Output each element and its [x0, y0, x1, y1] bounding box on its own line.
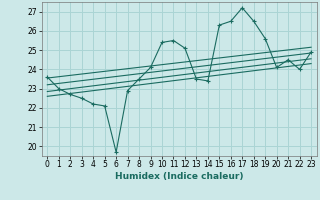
X-axis label: Humidex (Indice chaleur): Humidex (Indice chaleur) — [115, 172, 244, 181]
